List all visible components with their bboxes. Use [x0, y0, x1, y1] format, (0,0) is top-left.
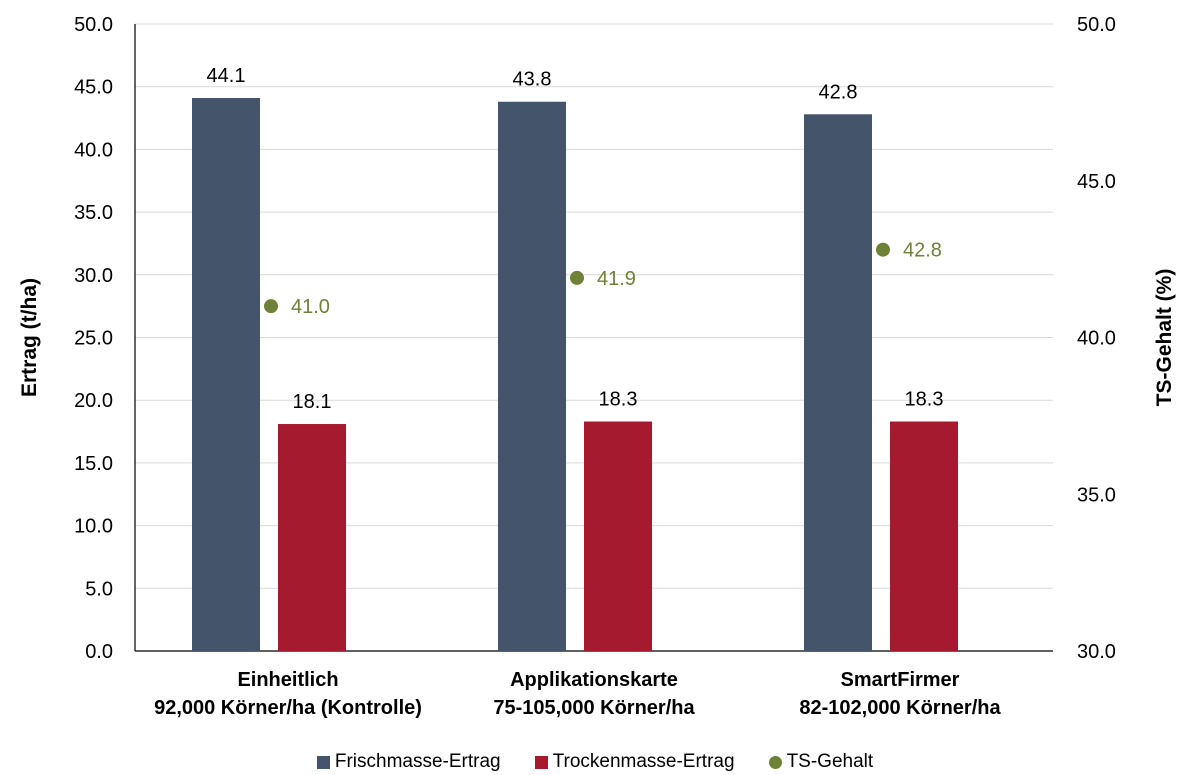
- x-tick-label: Applikationskarte: [510, 669, 678, 691]
- y-tick-label: 5.0: [85, 578, 113, 600]
- bar: [278, 424, 346, 651]
- y-tick-label: 10.0: [74, 516, 113, 538]
- data-label: 18.1: [293, 391, 332, 413]
- point: [876, 242, 890, 257]
- y2-tick-label: 50.0: [1077, 14, 1116, 36]
- y-tick-label: 40.0: [74, 139, 113, 161]
- legend-swatch-trockenmasse: [534, 755, 548, 769]
- y2-axis-title: TS-Gehalt (%): [1153, 269, 1176, 407]
- y-tick-label: 45.0: [74, 77, 113, 99]
- y-tick-label: 50.0: [74, 14, 113, 36]
- y-tick-label: 35.0: [74, 202, 113, 224]
- data-label: 18.3: [599, 389, 638, 411]
- data-label: 18.3: [905, 389, 944, 411]
- y-tick-label: 25.0: [74, 328, 113, 350]
- legend-label-frischmasse: Frischmasse-Ertrag: [334, 751, 501, 772]
- data-label: 43.8: [513, 69, 552, 91]
- point: [570, 270, 584, 285]
- y-tick-label: 20.0: [74, 390, 113, 412]
- legend-label-ts-gehalt: TS-Gehalt: [786, 751, 874, 772]
- x-tick-label: SmartFirmer: [841, 669, 960, 691]
- point: [264, 299, 278, 314]
- data-label: 41.0: [291, 296, 330, 318]
- y-tick-label: 15.0: [74, 453, 113, 475]
- x-tick-label: Einheitlich: [237, 669, 338, 691]
- legend-item-trockenmasse: Trockenmasse-Ertrag: [534, 749, 735, 775]
- legend-item-ts-gehalt: TS-Gehalt: [768, 749, 874, 775]
- y2-tick-label: 45.0: [1077, 171, 1116, 193]
- data-label: 41.9: [597, 268, 636, 290]
- legend-swatch-frischmasse: [316, 755, 330, 769]
- y-axis-title: Ertrag (t/ha): [18, 278, 41, 397]
- legend: Frischmasse-Ertrag Trockenmasse-Ertrag T…: [0, 749, 1190, 775]
- bar: [584, 421, 652, 651]
- y2-tick-label: 40.0: [1077, 328, 1116, 350]
- x-tick-label: 92,000 Körner/ha (Kontrolle): [154, 697, 422, 719]
- legend-item-frischmasse: Frischmasse-Ertrag: [316, 749, 501, 775]
- y-tick-label: 30.0: [74, 265, 113, 287]
- y2-tick-label: 30.0: [1077, 641, 1116, 663]
- y2-tick-label: 35.0: [1077, 484, 1116, 506]
- bar: [498, 101, 566, 652]
- data-label: 42.8: [903, 240, 942, 262]
- x-tick-label: 75-105,000 Körner/ha: [493, 697, 695, 719]
- legend-swatch-ts-gehalt: [768, 755, 782, 769]
- data-label: 42.8: [819, 81, 858, 103]
- data-label: 44.1: [207, 65, 246, 87]
- bar: [890, 421, 958, 651]
- bar: [192, 97, 260, 651]
- y-tick-label: 0.0: [85, 641, 113, 663]
- bar: [804, 114, 872, 651]
- x-tick-label: 82-102,000 Körner/ha: [799, 697, 1001, 719]
- legend-label-trockenmasse: Trockenmasse-Ertrag: [552, 751, 735, 772]
